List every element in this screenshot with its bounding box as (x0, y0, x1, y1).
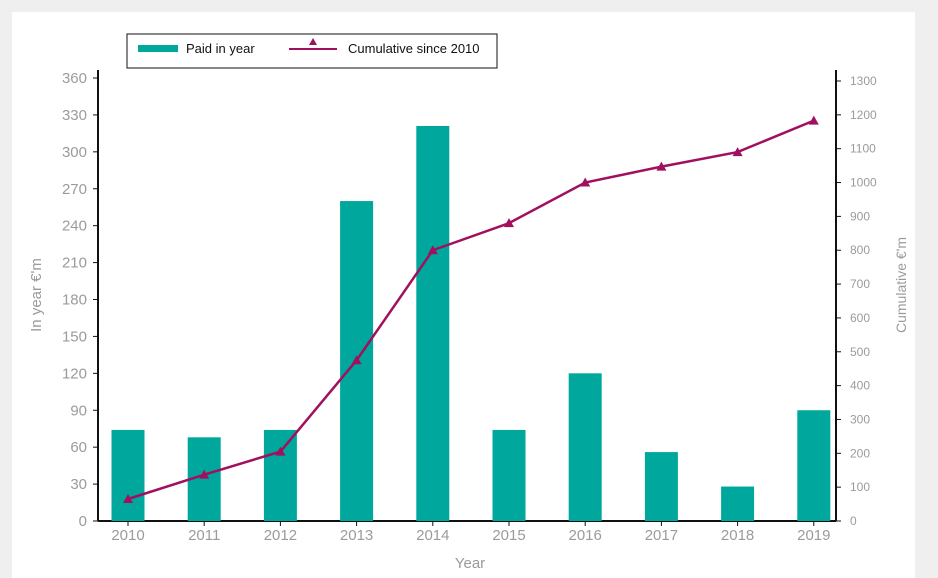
x-tick-label: 2015 (492, 527, 525, 544)
left-tick-label: 270 (62, 181, 87, 198)
x-tick-label: 2013 (340, 527, 373, 544)
right-tick-label: 800 (850, 243, 870, 257)
x-tick-label: 2019 (797, 527, 830, 544)
legend-swatch-bar (138, 45, 178, 52)
bar (644, 452, 678, 521)
bar (111, 429, 145, 521)
legend-swatch-marker (309, 38, 317, 45)
left-axis-ticks: 0 30 60 90 120 150 180 210 240 270 300 330 360 (62, 70, 98, 530)
x-tick-label: 2016 (569, 527, 602, 544)
bar (568, 373, 602, 521)
left-tick-label: 90 (70, 402, 87, 419)
bar (416, 125, 450, 521)
right-tick-label: 1200 (850, 108, 877, 122)
bar-series (111, 125, 831, 522)
x-axis-ticks: 2010 2011 2012 2013 2014 2015 2016 2017 2018 2019 (111, 521, 830, 544)
right-tick-label: 1300 (850, 74, 877, 88)
left-tick-label: 150 (62, 328, 87, 345)
x-tick-label: 2014 (416, 527, 449, 544)
x-tick-label: 2010 (111, 527, 144, 544)
left-tick-label: 120 (62, 365, 87, 382)
right-tick-label: 900 (850, 209, 870, 223)
x-tick-label: 2018 (721, 527, 754, 544)
right-tick-label: 600 (850, 311, 870, 325)
legend-label-line: Cumulative since 2010 (348, 41, 480, 56)
y-left-axis-title: In year €'m (28, 258, 45, 332)
bar (721, 486, 755, 521)
right-tick-label: 1100 (850, 142, 876, 156)
line-point (732, 147, 743, 157)
line-point (275, 446, 286, 456)
left-tick-label: 330 (62, 107, 87, 124)
right-tick-label: 200 (850, 446, 870, 460)
right-tick-label: 100 (850, 480, 870, 494)
right-tick-label: 700 (850, 277, 870, 291)
right-tick-label: 0 (850, 514, 857, 528)
bar (492, 429, 526, 521)
left-tick-label: 360 (62, 70, 87, 87)
right-tick-label: 400 (850, 379, 870, 393)
left-tick-label: 0 (79, 513, 87, 530)
y-right-axis-title: Cumulative €'m (893, 237, 909, 333)
line-point (199, 469, 210, 479)
right-tick-label: 500 (850, 345, 870, 359)
left-tick-label: 240 (62, 218, 87, 235)
chart-panel (12, 12, 915, 578)
right-axis-ticks: 0 100 200 300 400 500 600 700 800 900 1000 1100 1200… (836, 74, 877, 528)
left-tick-label: 210 (62, 255, 87, 272)
x-tick-label: 2012 (264, 527, 297, 544)
legend: Paid in year Cumulative since 2010 (126, 33, 498, 69)
right-tick-label: 300 (850, 412, 870, 426)
bar (797, 410, 831, 521)
line-point (656, 161, 667, 171)
line-point (504, 218, 514, 228)
left-tick-label: 180 (62, 292, 87, 309)
line-path (127, 119, 815, 501)
right-tick-label: 1000 (850, 176, 877, 190)
line-point (808, 115, 819, 125)
line-point (351, 355, 362, 365)
x-tick-label: 2011 (188, 527, 220, 544)
x-axis-title: Year (455, 555, 485, 572)
line-series (123, 115, 819, 503)
line-point (580, 177, 591, 187)
left-tick-label: 60 (70, 439, 87, 456)
line-point (123, 494, 133, 503)
left-tick-label: 300 (62, 144, 87, 161)
line-point (427, 245, 438, 255)
legend-label-bar: Paid in year (186, 41, 255, 56)
x-tick-label: 2017 (645, 527, 678, 544)
legend-box (126, 33, 498, 69)
bar (263, 429, 297, 521)
left-tick-label: 30 (70, 476, 87, 493)
